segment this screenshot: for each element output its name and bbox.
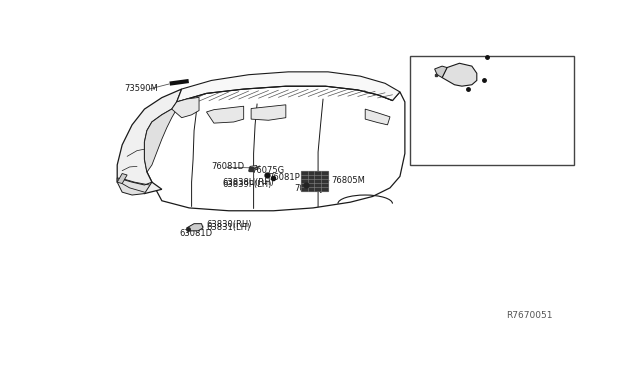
Text: 76075G: 76075G	[251, 166, 284, 176]
Text: 63831(LH): 63831(LH)	[207, 223, 251, 232]
Polygon shape	[207, 106, 244, 123]
Polygon shape	[172, 97, 199, 118]
Text: 63830(RH): 63830(RH)	[207, 220, 252, 229]
Text: 73590M: 73590M	[125, 84, 158, 93]
Text: 70004J: 70004J	[294, 184, 323, 193]
Text: 76896(LH): 76896(LH)	[439, 84, 479, 93]
Bar	[301, 171, 328, 191]
Text: WITH MUDGUARD: WITH MUDGUARD	[415, 59, 495, 68]
Polygon shape	[442, 63, 477, 86]
Polygon shape	[177, 72, 400, 102]
Text: 63839P(LH): 63839P(LH)	[223, 180, 272, 189]
Text: 63081D: 63081D	[179, 229, 212, 238]
Text: 76805M: 76805M	[332, 176, 365, 185]
Polygon shape	[117, 89, 182, 193]
Text: R7670051: R7670051	[507, 311, 553, 320]
Text: 76081P: 76081P	[269, 173, 300, 182]
Polygon shape	[435, 66, 447, 78]
Polygon shape	[117, 178, 152, 195]
Text: 76081D: 76081D	[413, 69, 445, 78]
Polygon shape	[187, 224, 203, 231]
Text: 63838U(RH): 63838U(RH)	[223, 178, 275, 187]
Text: 76081D: 76081D	[211, 162, 244, 171]
Text: 76895(RH): 76895(RH)	[439, 81, 481, 90]
Polygon shape	[248, 166, 257, 171]
Polygon shape	[251, 105, 286, 120]
Text: 76075G: 76075G	[497, 56, 529, 65]
Text: 76081D: 76081D	[480, 85, 511, 94]
Bar	[410, 56, 573, 165]
Text: 76075G: 76075G	[497, 76, 529, 85]
Polygon shape	[365, 109, 390, 125]
Polygon shape	[117, 173, 127, 183]
Polygon shape	[145, 109, 177, 172]
Polygon shape	[145, 86, 405, 211]
